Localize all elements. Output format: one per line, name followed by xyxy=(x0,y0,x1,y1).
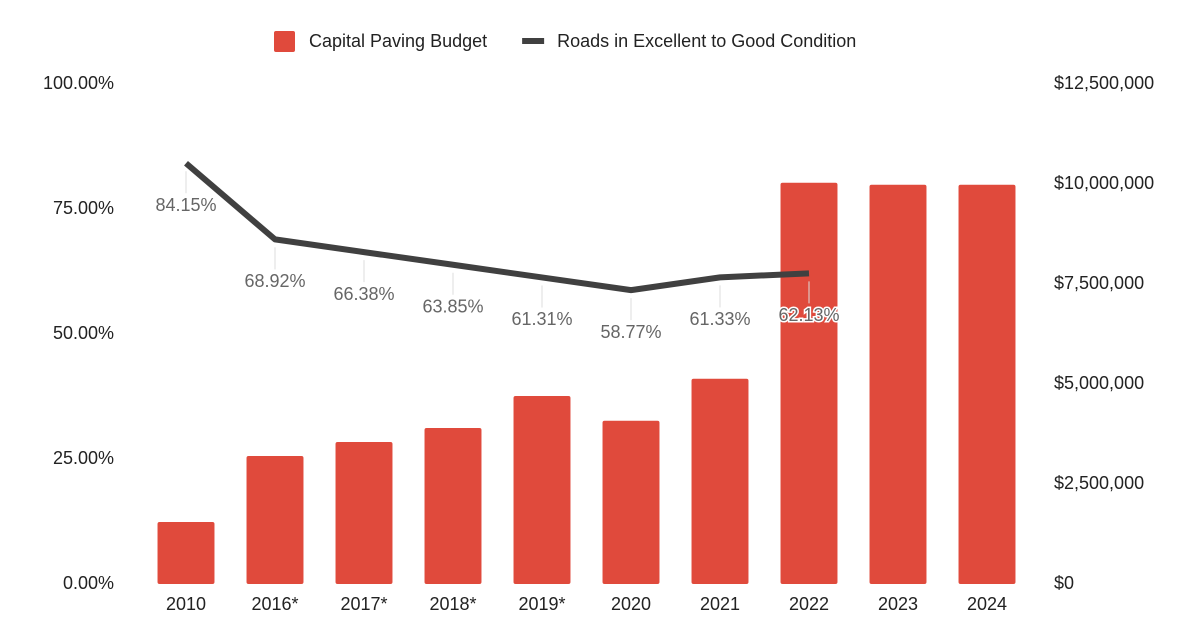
legend-swatch xyxy=(274,31,295,52)
bar xyxy=(958,184,1016,585)
bar xyxy=(602,420,660,584)
y2-tick-label: $0 xyxy=(1054,573,1074,593)
data-label: 61.33% xyxy=(689,309,750,329)
bar xyxy=(869,184,927,585)
x-tick-label: 2019* xyxy=(518,594,565,614)
data-label: 63.85% xyxy=(422,297,483,317)
line xyxy=(184,160,810,294)
data-label: 84.15% xyxy=(155,195,216,215)
data-label: 66.38% xyxy=(333,284,394,304)
x-tick-label: 2018* xyxy=(429,594,476,614)
bar xyxy=(246,456,304,584)
legend-label: Roads in Excellent to Good Condition xyxy=(557,31,856,51)
x-tick-label: 2021 xyxy=(700,594,740,614)
data-label: 62.13% xyxy=(778,305,839,325)
bar xyxy=(780,182,838,585)
y-tick-label: 75.00% xyxy=(53,198,114,218)
x-tick-label: 2020 xyxy=(611,594,651,614)
y-tick-label: 0.00% xyxy=(63,573,114,593)
bar xyxy=(513,396,571,584)
y-tick-label: 50.00% xyxy=(53,323,114,343)
bar xyxy=(335,442,393,584)
x-tick-label: 2023 xyxy=(878,594,918,614)
y2-tick-label: $5,000,000 xyxy=(1054,373,1144,393)
x-tick-label: 2024 xyxy=(967,594,1007,614)
data-label: 61.31% xyxy=(511,309,572,329)
y2-tick-label: $2,500,000 xyxy=(1054,473,1144,493)
y2-tick-label: $7,500,000 xyxy=(1054,273,1144,293)
data-label: 58.77% xyxy=(600,322,661,342)
legend-swatch xyxy=(522,38,545,44)
x-tick-label: 2016* xyxy=(251,594,298,614)
y-tick-label: 100.00% xyxy=(43,73,114,93)
y2-tick-label: $12,500,000 xyxy=(1054,73,1154,93)
x-tick-label: 2017* xyxy=(340,594,387,614)
bar xyxy=(424,428,482,584)
x-tick-label: 2022 xyxy=(789,594,829,614)
y2-tick-label: $10,000,000 xyxy=(1054,173,1154,193)
legend-label: Capital Paving Budget xyxy=(309,31,487,51)
bar xyxy=(157,522,215,584)
x-tick-label: 2010 xyxy=(166,594,206,614)
y-tick-label: 25.00% xyxy=(53,448,114,468)
bar xyxy=(691,378,749,584)
data-label: 68.92% xyxy=(244,271,305,291)
